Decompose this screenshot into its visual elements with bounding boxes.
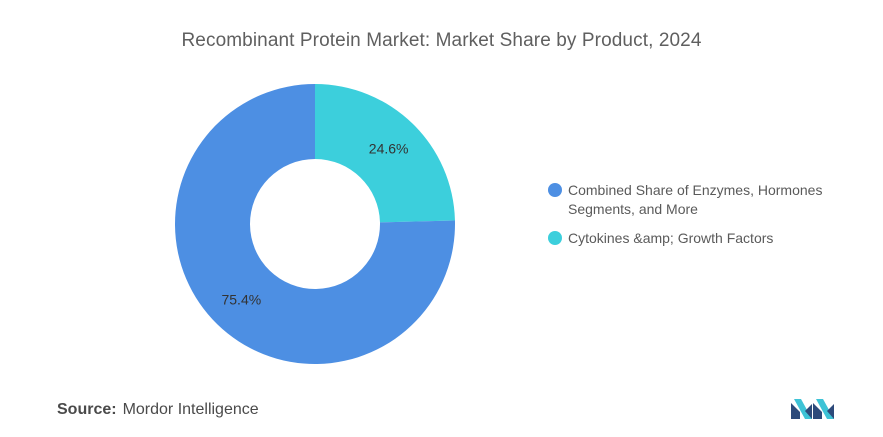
legend-swatch-enzymes-hormones (548, 183, 562, 197)
data-label-enzymes-hormones: 75.4% (221, 292, 261, 308)
source-text: Mordor Intelligence (122, 401, 259, 418)
chart-title: Recombinant Protein Market: Market Share… (181, 30, 702, 51)
legend-label-cytokines: Cytokines &amp; Growth Factors (568, 230, 774, 246)
source-note: Source: Mordor Intelligence (57, 401, 259, 419)
legend: Combined Share of Enzymes, Hormones Segm… (548, 181, 848, 258)
legend-label-enzymes-hormones: Combined Share of Enzymes, Hormones Segm… (568, 182, 823, 217)
source-label: Source: (57, 401, 117, 418)
legend-item-enzymes-hormones: Combined Share of Enzymes, Hormones Segm… (548, 181, 848, 219)
legend-item-cytokines: Cytokines &amp; Growth Factors (548, 229, 848, 248)
mordor-logo-icon (791, 399, 834, 419)
legend-swatch-cytokines (548, 231, 562, 245)
slice-enzymes-hormones (175, 84, 455, 364)
data-label-cytokines: 24.6% (369, 140, 409, 156)
slice-cytokines (315, 84, 455, 223)
